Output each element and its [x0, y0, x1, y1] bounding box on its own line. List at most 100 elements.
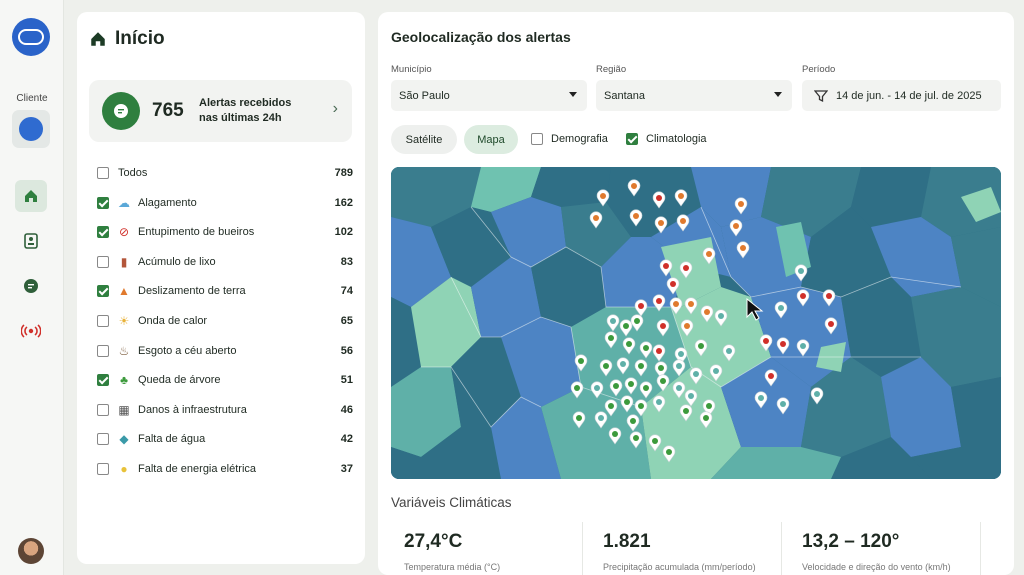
alert-marker[interactable]: [736, 241, 750, 259]
alert-marker[interactable]: [699, 411, 713, 429]
alert-marker[interactable]: [679, 261, 693, 279]
filter-checkbox[interactable]: [97, 226, 109, 239]
filter-row[interactable]: ◆ Falta de água 42: [97, 428, 353, 450]
alert-marker[interactable]: [652, 191, 666, 209]
alert-marker[interactable]: [714, 309, 728, 327]
alert-marker[interactable]: [656, 374, 670, 392]
alert-marker[interactable]: [702, 247, 716, 265]
filter-row[interactable]: ▮ Acúmulo de lixo 83: [97, 251, 353, 273]
alert-marker[interactable]: [606, 314, 620, 332]
filter-checkbox[interactable]: [97, 285, 109, 298]
alert-marker[interactable]: [594, 411, 608, 429]
alert-marker[interactable]: [824, 317, 838, 335]
chevron-right-icon[interactable]: ›: [332, 100, 338, 117]
alert-marker[interactable]: [659, 259, 673, 277]
alert-marker[interactable]: [634, 359, 648, 377]
alert-marker[interactable]: [604, 331, 618, 349]
filter-checkbox[interactable]: [97, 374, 109, 387]
periodo-filter[interactable]: 14 de jun. - 14 de jul. de 2025: [802, 80, 1001, 111]
alert-marker[interactable]: [662, 445, 676, 463]
alert-marker[interactable]: [764, 369, 778, 387]
alert-marker[interactable]: [620, 395, 634, 413]
alert-marker[interactable]: [679, 404, 693, 422]
alert-marker[interactable]: [676, 214, 690, 232]
municipio-select[interactable]: São Paulo: [391, 80, 587, 111]
alert-marker[interactable]: [596, 189, 610, 207]
alert-marker[interactable]: [754, 391, 768, 409]
client-selector[interactable]: [12, 110, 50, 148]
alert-marker[interactable]: [599, 359, 613, 377]
alert-marker[interactable]: [629, 209, 643, 227]
filter-checkbox[interactable]: [97, 463, 109, 475]
alert-marker[interactable]: [654, 216, 668, 234]
alert-marker[interactable]: [624, 377, 638, 395]
alerts-summary-card[interactable]: 765 Alertas recebidos nas últimas 24h ›: [89, 80, 352, 142]
filter-checkbox[interactable]: [97, 315, 109, 327]
alert-marker[interactable]: [734, 197, 748, 215]
demografia-checkbox[interactable]: [531, 133, 543, 145]
alert-marker[interactable]: [776, 397, 790, 415]
alert-marker[interactable]: [669, 297, 683, 315]
alert-marker[interactable]: [796, 339, 810, 357]
alert-marker[interactable]: [656, 319, 670, 337]
app-logo[interactable]: [12, 18, 50, 56]
filter-row[interactable]: ♨ Esgoto a céu aberto 56: [97, 340, 353, 362]
filter-checkbox[interactable]: [97, 196, 109, 209]
alert-marker[interactable]: [639, 341, 653, 359]
alert-marker[interactable]: [684, 297, 698, 315]
alert-marker[interactable]: [652, 395, 666, 413]
alert-marker[interactable]: [702, 399, 716, 417]
alert-marker[interactable]: [619, 319, 633, 337]
nav-broadcast-button[interactable]: [15, 315, 47, 347]
alert-marker[interactable]: [672, 359, 686, 377]
filter-row[interactable]: ▦ Danos à infraestrutura 46: [97, 399, 353, 421]
alert-marker[interactable]: [684, 389, 698, 407]
nav-contacts-button[interactable]: [15, 225, 47, 257]
alert-marker[interactable]: [652, 294, 666, 312]
alert-marker[interactable]: [634, 399, 648, 417]
alert-marker[interactable]: [666, 277, 680, 295]
alert-marker[interactable]: [680, 319, 694, 337]
filter-row[interactable]: ☁ Alagamento 162: [97, 192, 353, 214]
alert-marker[interactable]: [570, 381, 584, 399]
choropleth-map[interactable]: [391, 167, 1001, 479]
alert-marker[interactable]: [810, 387, 824, 405]
filter-row[interactable]: ♣ Queda de árvore 51: [97, 369, 353, 391]
user-avatar[interactable]: [18, 538, 44, 564]
alert-marker[interactable]: [709, 364, 723, 382]
alert-marker[interactable]: [652, 344, 666, 362]
alert-marker[interactable]: [729, 219, 743, 237]
climatologia-layer[interactable]: Climatologia: [626, 133, 707, 145]
alert-marker[interactable]: [674, 189, 688, 207]
filter-checkbox[interactable]: [97, 344, 109, 357]
filter-row[interactable]: ▲ Deslizamento de terra 74: [97, 280, 353, 302]
alert-marker[interactable]: [608, 427, 622, 445]
alert-marker[interactable]: [674, 347, 688, 365]
filter-checkbox[interactable]: [97, 403, 109, 416]
alert-marker[interactable]: [639, 381, 653, 399]
alert-marker[interactable]: [648, 434, 662, 452]
alert-marker[interactable]: [722, 344, 736, 362]
alert-marker[interactable]: [794, 264, 808, 282]
alert-marker[interactable]: [694, 339, 708, 357]
alert-marker[interactable]: [796, 289, 810, 307]
alert-marker[interactable]: [630, 314, 644, 332]
alert-marker[interactable]: [654, 361, 668, 379]
filter-row[interactable]: ● Falta de energia elétrica 37: [97, 458, 353, 480]
satellite-toggle[interactable]: Satélite: [391, 125, 457, 154]
alert-marker[interactable]: [672, 381, 686, 399]
filter-row[interactable]: ⊘ Entupimento de bueiros 102: [97, 221, 353, 243]
alerts-map[interactable]: [391, 167, 1001, 479]
alert-marker[interactable]: [774, 301, 788, 319]
regiao-select[interactable]: Santana: [596, 80, 792, 111]
alert-marker[interactable]: [822, 289, 836, 307]
filter-checkbox[interactable]: [97, 433, 109, 446]
alert-marker[interactable]: [776, 337, 790, 355]
alert-marker[interactable]: [609, 379, 623, 397]
alert-marker[interactable]: [759, 334, 773, 352]
alert-marker[interactable]: [622, 337, 636, 355]
nav-reports-button[interactable]: [15, 270, 47, 302]
alert-marker[interactable]: [689, 367, 703, 385]
alert-marker[interactable]: [590, 381, 604, 399]
nav-home-button[interactable]: [15, 180, 47, 212]
